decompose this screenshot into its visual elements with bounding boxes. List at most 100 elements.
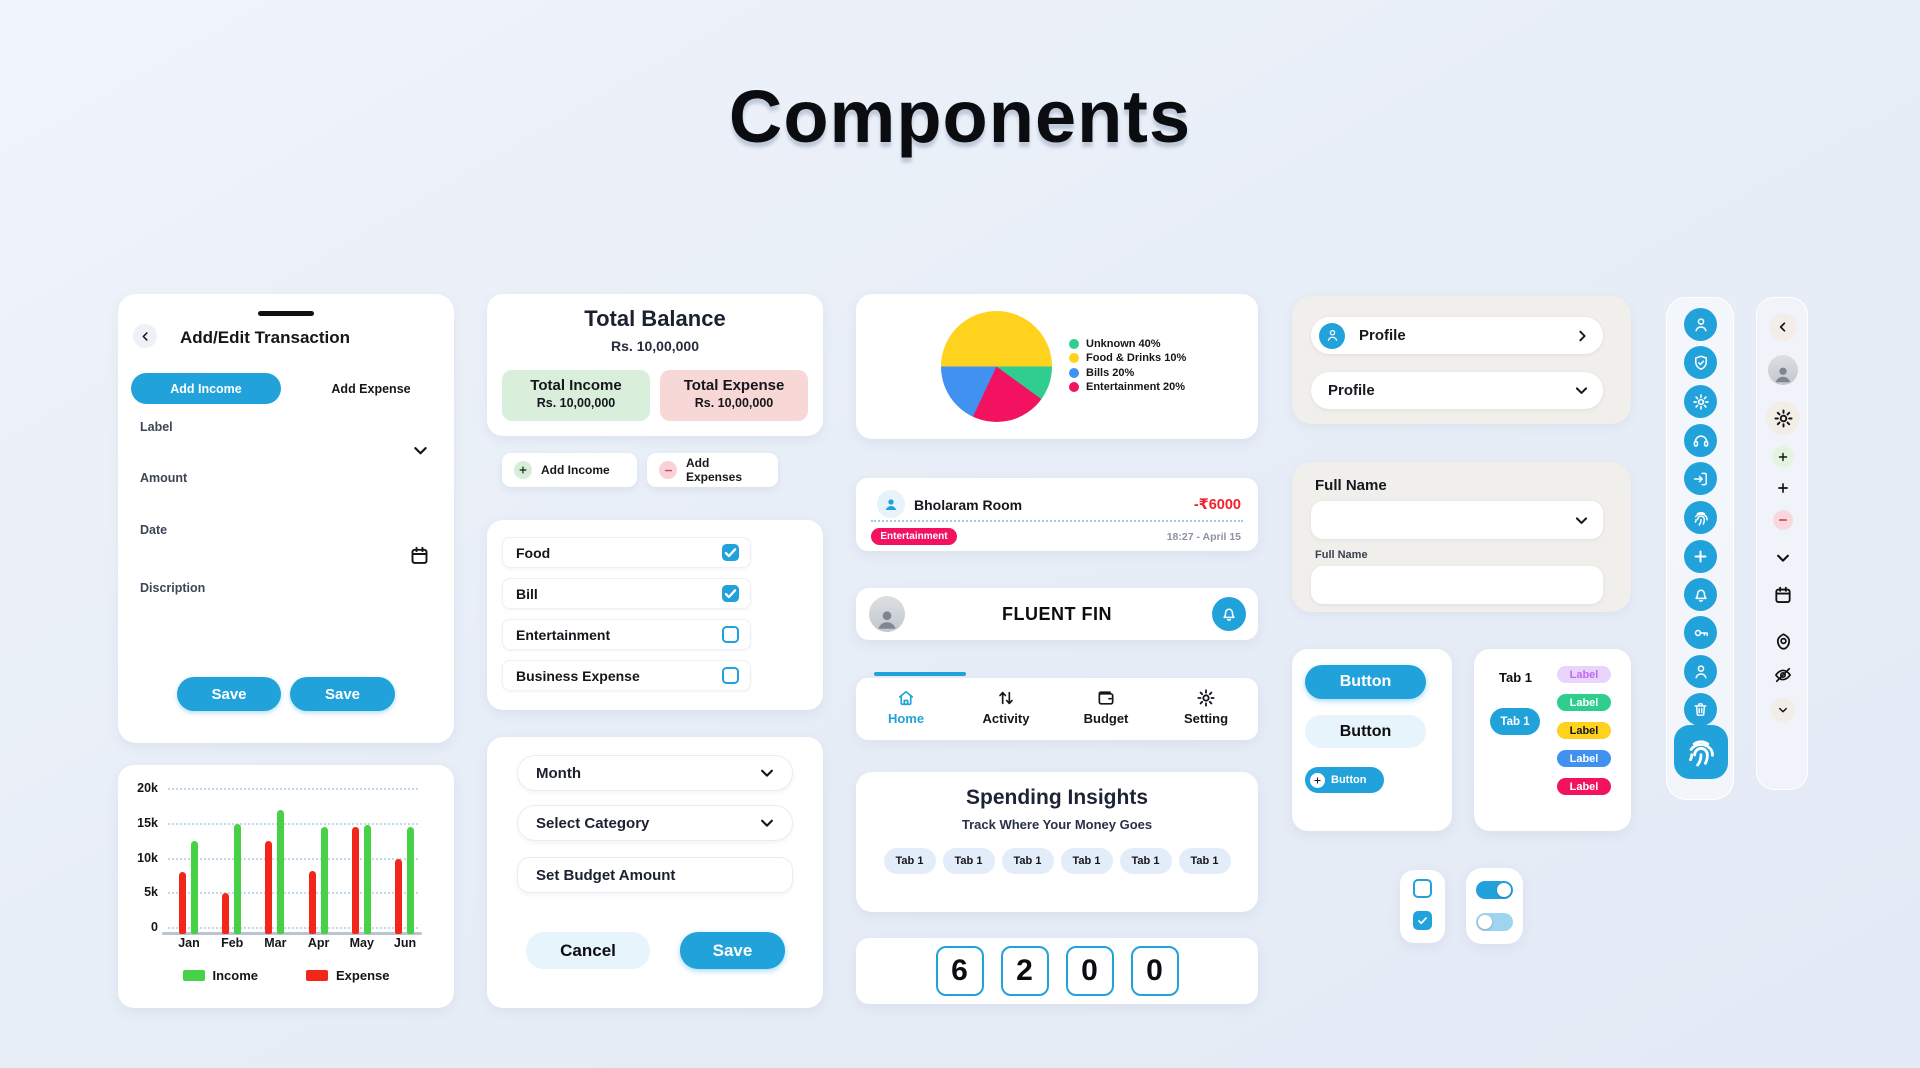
plus-icon[interactable] [1776,481,1790,495]
location-icon[interactable] [1774,632,1793,651]
nav-item-budget[interactable]: Budget [1056,688,1156,726]
gear-icon[interactable] [1684,385,1717,418]
fullname-label-small: Full Name [1315,549,1368,561]
tab-pill[interactable]: Tab 1 [883,848,936,874]
fullname-card: Full Name Full Name [1292,462,1631,612]
logout-icon[interactable] [1684,462,1717,495]
nav-label: Home [887,711,925,726]
label-pills-column: Label Label Label Label Label [1557,666,1611,795]
checklist-checkbox[interactable] [722,544,739,561]
bar-expense [308,871,316,934]
bar-income [234,823,242,934]
shield-check-icon[interactable] [1684,346,1717,379]
otp-digit-input[interactable]: 6 [935,946,984,996]
nav-item-activity[interactable]: Activity [956,688,1056,726]
label-dropdown-chevron-icon[interactable] [411,441,430,460]
checklist-label: Bill [516,585,538,602]
chevron-down-icon[interactable] [1771,698,1795,722]
gear-icon[interactable] [1766,401,1800,435]
legend-dot [1069,382,1079,392]
save-button-primary[interactable]: Save [177,677,281,711]
checkbox-card [1400,870,1445,943]
profile-row-label: Profile [1359,327,1406,344]
fingerprint-large-button[interactable] [1674,725,1728,779]
tab-add-expense[interactable]: Add Expense [331,381,411,396]
icon-strip-primary [1666,297,1734,800]
checklist-checkbox[interactable] [722,626,739,643]
budget-amount-placeholder: Set Budget Amount [536,866,676,884]
profile-select-row[interactable]: Profile [1311,372,1603,409]
back-button[interactable] [133,324,157,348]
plus-icon[interactable] [1772,446,1794,468]
minus-icon[interactable] [1773,510,1793,530]
chevron-down-icon[interactable] [1774,549,1792,567]
save-button-secondary[interactable]: Save [290,677,395,711]
month-select[interactable]: Month [517,755,793,791]
calendar-icon[interactable] [1773,585,1793,605]
otp-digit-input[interactable]: 0 [1065,946,1114,996]
profile-avatar[interactable] [869,596,905,632]
date-field-label: Date [140,523,168,537]
checklist-row[interactable]: Food [502,537,751,568]
tab-pill-active[interactable]: Tab 1 [1490,708,1540,735]
add-expenses-button[interactable]: Add Expenses [647,453,778,487]
small-add-button[interactable]: Button [1305,767,1384,793]
category-select[interactable]: Select Category [517,805,793,841]
checkbox-checked[interactable] [1413,911,1432,930]
tab-pill[interactable]: Tab 1 [1060,848,1113,874]
checklist-row[interactable]: Business Expense [502,660,751,691]
toggle-on[interactable] [1476,881,1513,899]
drag-handle[interactable] [258,311,314,316]
fingerprint-icon[interactable] [1684,501,1717,534]
eye-off-icon[interactable] [1773,665,1793,685]
support-icon[interactable] [1684,424,1717,457]
tab-pill[interactable]: Tab 1 [1119,848,1172,874]
chevron-left-icon [139,330,152,343]
expense-amount: Rs. 10,00,000 [694,396,774,410]
checklist-row[interactable]: Entertainment [502,619,751,650]
notification-button[interactable] [1212,597,1246,631]
tab-pill[interactable]: Tab 1 [942,848,995,874]
profile-link-row[interactable]: Profile [1311,317,1603,354]
nav-item-setting[interactable]: Setting [1156,688,1256,726]
tab-pill[interactable]: Tab 1 [1001,848,1054,874]
fullname-input[interactable] [1311,566,1603,604]
transaction-item-card[interactable]: Bholaram Room -₹6000 Entertainment 18:27… [856,478,1258,551]
budget-amount-input[interactable]: Set Budget Amount [517,857,793,893]
avatar[interactable] [1768,355,1798,385]
tab-text[interactable]: Tab 1 [1499,670,1532,685]
save-button[interactable]: Save [680,932,785,969]
calendar-icon[interactable] [409,545,430,566]
trash-icon[interactable] [1684,693,1717,726]
user-icon[interactable] [1684,308,1717,341]
plus-icon[interactable] [1684,540,1717,573]
otp-digit-input[interactable]: 2 [1000,946,1049,996]
tab-add-income[interactable]: Add Income [131,373,281,404]
legend-swatch [306,970,329,981]
toggle-card [1466,868,1523,944]
primary-button[interactable]: Button [1305,665,1426,699]
dotted-divider [871,520,1243,522]
add-income-label: Add Income [541,463,610,477]
tab-pill[interactable]: Tab 1 [1178,848,1231,874]
fullname-select[interactable] [1311,501,1603,539]
checklist-checkbox[interactable] [722,667,739,684]
nav-item-home[interactable]: Home [856,688,956,726]
user-outline-icon[interactable] [1684,655,1717,688]
add-income-button[interactable]: Add Income [502,453,637,487]
checklist-row[interactable]: Bill [502,578,751,609]
chevron-left-icon[interactable] [1769,313,1797,341]
checkbox-unchecked[interactable] [1413,879,1432,898]
bell-icon[interactable] [1684,578,1717,611]
insights-title: Spending Insights [966,786,1148,809]
key-icon[interactable] [1684,616,1717,649]
insights-card: Spending Insights Track Where Your Money… [856,772,1258,912]
gridline [168,892,418,895]
otp-card: 6 2 0 0 [856,938,1258,1004]
checklist-checkbox[interactable] [722,585,739,602]
otp-digit-input[interactable]: 0 [1130,946,1179,996]
plus-icon [1310,772,1325,788]
toggle-off[interactable] [1476,913,1513,931]
cancel-button[interactable]: Cancel [526,932,650,969]
secondary-button[interactable]: Button [1305,715,1426,748]
